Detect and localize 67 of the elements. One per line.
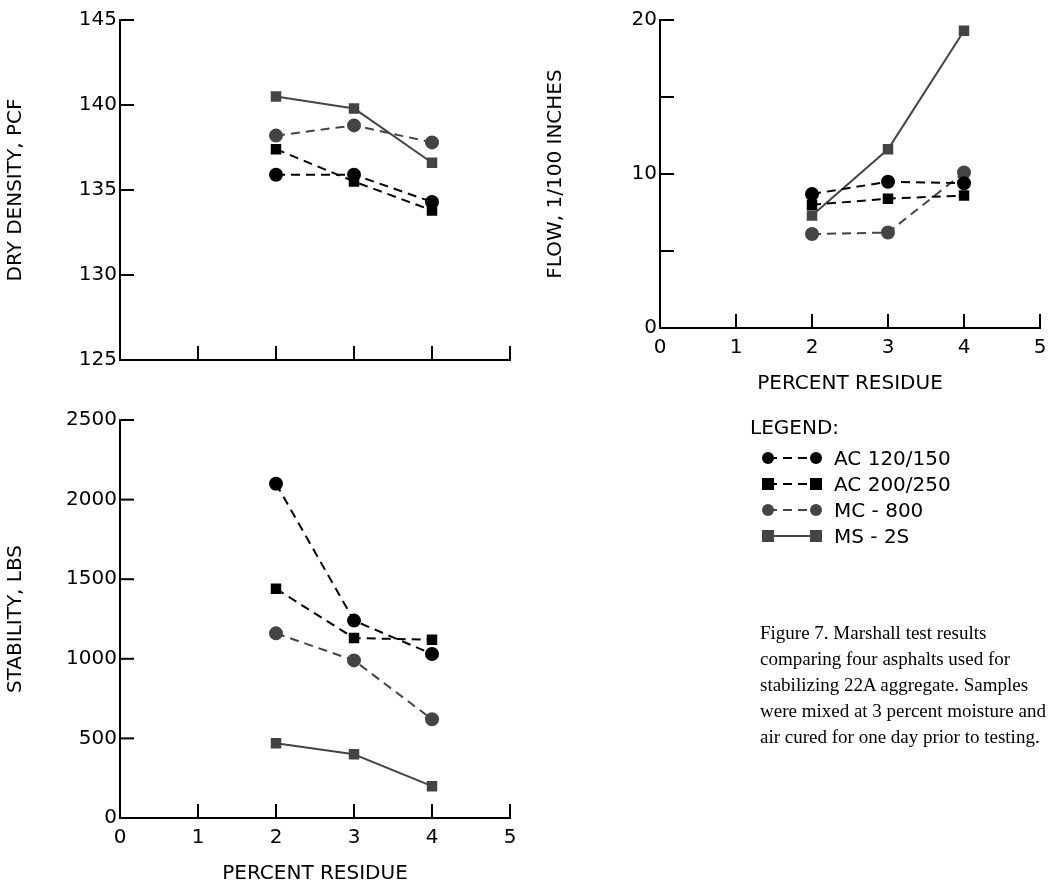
point <box>881 174 895 189</box>
y-tick-label: 145 <box>78 6 117 31</box>
x-axis-title: PERCENT RESIDUE <box>757 370 943 395</box>
point <box>882 193 894 204</box>
point <box>270 143 282 155</box>
point <box>881 225 895 240</box>
x-tick-label: 5 <box>503 824 517 849</box>
y-tick-label: 0 <box>644 314 657 339</box>
legend-label: MS - 2S <box>834 524 910 548</box>
x-tick-label: 4 <box>957 334 971 359</box>
y-tick-label: 130 <box>78 261 117 286</box>
point <box>426 780 438 792</box>
point <box>425 194 439 209</box>
point <box>348 749 360 760</box>
point <box>347 653 361 668</box>
point <box>805 227 819 242</box>
x-tick-label: 3 <box>881 334 895 359</box>
point <box>882 144 894 155</box>
point <box>348 103 360 114</box>
caption: Figure 7. Marshall test results comparing four asphalts used for stabilizing 22A aggregate. Samples were mixed at 3 percent moisture and air cured for one day prior to testing. <box>760 621 1047 749</box>
point <box>270 91 282 102</box>
point <box>347 613 361 628</box>
x-tick-label: 2 <box>269 824 283 849</box>
x-tick-label: 3 <box>347 824 361 849</box>
y-tick-label: 20 <box>631 6 657 31</box>
y-tick-label: 135 <box>78 176 117 201</box>
point <box>269 626 283 641</box>
y-tick-label: 500 <box>78 724 117 749</box>
point <box>269 128 283 143</box>
y-tick-label: 2500 <box>66 406 117 431</box>
y-axis-title: STABILITY, LBS <box>2 544 27 694</box>
x-axis-title: PERCENT RESIDUE <box>222 860 408 885</box>
x-tick-label: 1 <box>729 334 743 359</box>
point <box>957 176 971 191</box>
point <box>270 737 282 749</box>
legend-label: AC 200/250 <box>834 472 951 496</box>
point <box>347 167 361 182</box>
point <box>426 157 438 169</box>
y-tick-label: 140 <box>78 91 117 116</box>
y-tick-label: 2000 <box>66 485 117 510</box>
point <box>958 25 970 37</box>
y-tick-label: 1000 <box>66 645 117 669</box>
legend-title: LEGEND: <box>750 415 840 439</box>
y-axis-title: DRY DENSITY, PCF <box>2 98 27 282</box>
point <box>425 647 439 662</box>
point <box>425 712 439 727</box>
point <box>269 476 283 491</box>
point <box>270 583 282 594</box>
y-tick-label: 1500 <box>66 565 117 590</box>
legend-label: MC - 800 <box>834 498 924 522</box>
legend-label: AC 120/150 <box>834 446 951 470</box>
point <box>348 632 360 644</box>
point <box>426 634 438 645</box>
y-axis-title: FLOW, 1/100 INCHES <box>542 69 567 279</box>
point <box>958 190 970 201</box>
point <box>806 210 818 221</box>
y-tick-label: 10 <box>631 160 657 185</box>
x-tick-label: 2 <box>805 334 819 359</box>
x-tick-label: 1 <box>191 824 205 849</box>
point <box>425 135 439 150</box>
point <box>347 118 361 133</box>
y-tick-label: 0 <box>104 804 117 829</box>
point <box>269 167 283 182</box>
x-tick-label: 4 <box>425 824 439 849</box>
y-tick-label: 125 <box>78 346 117 371</box>
point <box>805 187 819 202</box>
x-tick-label: 5 <box>1033 334 1047 359</box>
